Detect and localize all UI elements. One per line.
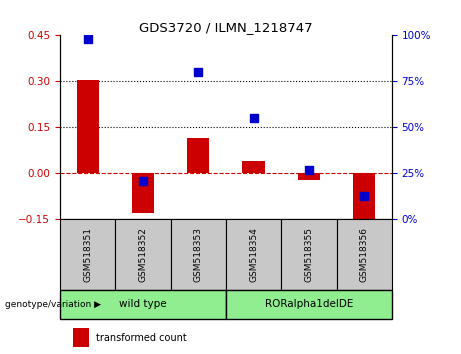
Bar: [353, 173, 375, 221]
Bar: [73, 329, 89, 347]
Bar: [60, 219, 115, 290]
Bar: [242, 161, 265, 173]
Point: [84, 36, 91, 42]
Point: [139, 178, 147, 184]
Text: GSM518351: GSM518351: [83, 227, 92, 282]
Text: wild type: wild type: [119, 299, 167, 309]
Text: GSM518353: GSM518353: [194, 227, 203, 282]
Text: GSM518355: GSM518355: [304, 227, 313, 282]
Point: [250, 115, 257, 121]
Bar: [115, 219, 171, 290]
Text: GSM518352: GSM518352: [138, 227, 148, 282]
Bar: [337, 219, 392, 290]
Bar: [171, 219, 226, 290]
Text: transformed count: transformed count: [96, 333, 187, 343]
Bar: [187, 138, 209, 173]
Text: genotype/variation ▶: genotype/variation ▶: [5, 300, 100, 309]
Bar: [281, 219, 337, 290]
Point: [305, 167, 313, 173]
Bar: [60, 290, 226, 319]
Bar: [77, 80, 99, 173]
Title: GDS3720 / ILMN_1218747: GDS3720 / ILMN_1218747: [139, 21, 313, 34]
Point: [361, 193, 368, 198]
Point: [195, 69, 202, 75]
Text: GSM518354: GSM518354: [249, 227, 258, 282]
Bar: [298, 173, 320, 179]
Text: RORalpha1delDE: RORalpha1delDE: [265, 299, 353, 309]
Bar: [226, 290, 392, 319]
Text: GSM518356: GSM518356: [360, 227, 369, 282]
Bar: [226, 219, 281, 290]
Bar: [132, 173, 154, 213]
